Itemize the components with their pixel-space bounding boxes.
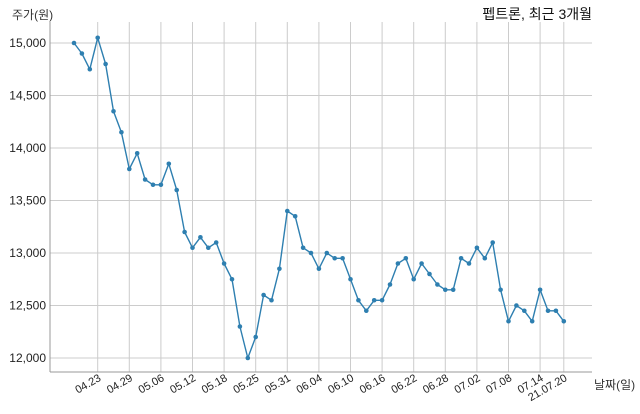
data-point [190, 245, 195, 251]
x-tick-label: 05.12 [168, 372, 198, 396]
data-point [166, 161, 172, 167]
x-tick-label: 05.25 [231, 372, 261, 396]
data-point [221, 261, 227, 266]
data-point [71, 40, 77, 46]
data-point [482, 255, 488, 261]
data-point [324, 250, 330, 256]
y-tick-label: 14,500 [9, 89, 46, 103]
x-tick-label: 06.04 [295, 372, 325, 396]
x-tick-label: 07.02 [453, 372, 483, 396]
data-point [229, 276, 235, 282]
data-point [340, 255, 345, 261]
data-point [419, 261, 424, 266]
data-point [134, 150, 140, 156]
data-point [261, 292, 266, 298]
x-tick-label: 07.08 [484, 372, 514, 396]
data-point [403, 255, 409, 261]
x-axis-label: 날짜(일) [594, 378, 636, 392]
data-point [237, 324, 243, 329]
data-point [308, 250, 314, 256]
data-point [87, 66, 93, 72]
data-point [435, 282, 440, 287]
chart-title: 펩트론, 최근 3개월 [482, 6, 592, 22]
data-point [466, 261, 472, 266]
data-point [79, 51, 85, 56]
data-point [371, 297, 377, 303]
data-point [253, 334, 258, 340]
data-point [103, 61, 108, 67]
data-point [277, 266, 282, 272]
x-tick-label: 06.16 [358, 372, 388, 396]
data-point [427, 271, 432, 277]
y-tick-label: 13,000 [9, 246, 46, 260]
axes [49, 22, 592, 373]
data-point [364, 308, 369, 314]
y-axis-label: 주가(원) [12, 8, 54, 22]
x-tick-label: 06.22 [389, 372, 419, 396]
data-point [450, 287, 456, 293]
x-tick-label: 05.18 [200, 372, 230, 396]
data-point [127, 166, 132, 172]
data-point [182, 229, 187, 235]
data-point [174, 187, 179, 193]
data-point [198, 234, 203, 240]
data-point [316, 266, 322, 272]
data-point [285, 208, 290, 214]
data-point [213, 240, 219, 245]
data-point [379, 297, 385, 303]
y-tick-label: 15,000 [9, 36, 46, 50]
data-point [553, 308, 559, 314]
data-point [458, 255, 464, 261]
price-series [71, 35, 567, 361]
data-point [300, 245, 306, 251]
data-point [395, 261, 401, 266]
data-point [356, 297, 361, 303]
data-point [292, 213, 298, 219]
x-tick-label: 06.28 [421, 372, 451, 396]
grid [50, 22, 592, 372]
data-point [474, 245, 480, 251]
data-point [529, 318, 535, 324]
y-tick-labels: 12,000 12,500 13,000 13,500 14,000 14,500 15,0… [9, 36, 46, 365]
data-point [387, 282, 393, 287]
data-point [498, 287, 503, 293]
x-tick-label: 06.10 [326, 372, 356, 396]
x-tick-label: 05.06 [137, 372, 167, 396]
data-point [514, 303, 519, 308]
data-point [95, 35, 100, 41]
data-point [119, 129, 124, 135]
data-point [411, 276, 417, 282]
data-point [158, 182, 164, 188]
y-tick-label: 14,000 [9, 141, 46, 155]
data-point [142, 177, 148, 182]
data-point [206, 245, 211, 251]
data-point [332, 255, 338, 261]
data-point [150, 182, 156, 188]
data-point [537, 287, 543, 293]
data-point [269, 297, 274, 303]
data-point [443, 287, 448, 293]
y-tick-label: 12,500 [9, 299, 46, 313]
data-point [490, 240, 496, 245]
data-point [545, 308, 551, 314]
data-point [245, 355, 251, 361]
data-point [111, 108, 116, 114]
data-point [561, 318, 567, 324]
y-tick-label: 12,000 [9, 351, 46, 365]
x-tick-label: 04.29 [105, 372, 135, 396]
x-tick-label: 04.23 [73, 372, 103, 396]
y-tick-label: 13,500 [9, 194, 46, 208]
data-point [348, 276, 353, 282]
x-tick-labels: 04.23 04.29 05.06 05.12 05.18 05.25 05.31 06.04… [73, 372, 569, 404]
data-point [522, 308, 527, 314]
x-tick-label: 05.31 [263, 372, 293, 396]
data-point [506, 318, 511, 324]
